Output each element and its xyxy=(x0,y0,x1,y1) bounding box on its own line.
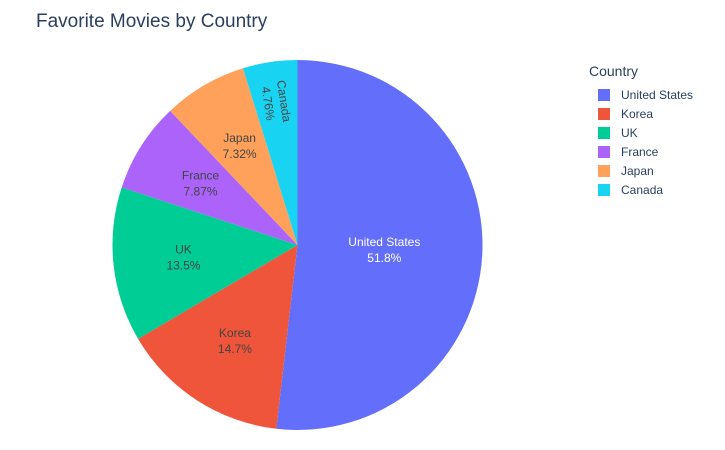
pie-label-uk: UK 13.5% xyxy=(166,242,200,272)
pie-label-canada: Canada4.76% xyxy=(258,79,294,125)
pie-label-france: France 7.87% xyxy=(182,169,220,199)
legend-item-uk[interactable]: UK xyxy=(587,123,693,142)
pie-slice-canada[interactable] xyxy=(242,60,298,245)
legend-item-korea[interactable]: Korea xyxy=(587,104,693,123)
legend-swatch xyxy=(598,107,610,120)
legend-swatch xyxy=(598,88,610,101)
pie-slice-uk[interactable] xyxy=(112,187,298,339)
legend: Country United States Korea UK France Japan C… xyxy=(587,63,693,199)
legend-label: UK xyxy=(621,125,638,140)
legend-item-france[interactable]: France xyxy=(587,142,693,161)
pie-label-percent: 14.7% xyxy=(218,342,252,356)
legend-label: Korea xyxy=(621,106,654,121)
legend-label: United States xyxy=(621,87,694,102)
pie-label-percent: 51.8% xyxy=(367,251,401,265)
pie-label-percent: 4.76% xyxy=(259,86,278,122)
pie-label-percent: 7.87% xyxy=(184,185,218,199)
pie-slice-korea[interactable] xyxy=(138,245,298,429)
pie-slice-france[interactable] xyxy=(121,110,298,245)
legend-swatch xyxy=(598,126,610,139)
pie-label-name: France xyxy=(182,169,220,183)
legend-label: France xyxy=(621,144,659,159)
pie-label-name: Korea xyxy=(219,326,251,340)
pie-label-percent: 13.5% xyxy=(166,258,200,272)
legend-label: Japan xyxy=(621,163,654,178)
legend-item-canada[interactable]: Canada xyxy=(587,180,693,199)
legend-label: Canada xyxy=(621,182,664,197)
legend-items: United States Korea UK France Japan Canada xyxy=(587,85,693,199)
pie-labels: United States 51.8% Korea 14.7% UK 13.5% Franc… xyxy=(166,79,420,356)
pie-label-korea: Korea 14.7% xyxy=(218,326,252,356)
pie-label-name: Canada xyxy=(274,79,294,123)
legend-item-japan[interactable]: Japan xyxy=(587,161,693,180)
chart-title: Favorite Movies by Country xyxy=(36,11,268,32)
pie-label-united-states: United States 51.8% xyxy=(348,235,420,265)
pie-label-percent: 7.32% xyxy=(223,147,257,161)
pie-label-japan: Japan 7.32% xyxy=(223,131,257,161)
legend-item-united-states[interactable]: United States xyxy=(587,85,693,104)
legend-swatch xyxy=(598,164,610,177)
pie-slice-japan[interactable] xyxy=(170,68,298,245)
legend-swatch xyxy=(598,183,610,196)
pie-label-name: UK xyxy=(175,242,192,256)
pie-label-name: United States xyxy=(348,235,420,249)
pie-label-name: Japan xyxy=(223,131,256,145)
legend-swatch xyxy=(598,145,610,158)
legend-title: Country xyxy=(589,63,639,79)
pie-slices xyxy=(112,60,483,430)
pie-slice-united-states[interactable] xyxy=(276,60,483,430)
